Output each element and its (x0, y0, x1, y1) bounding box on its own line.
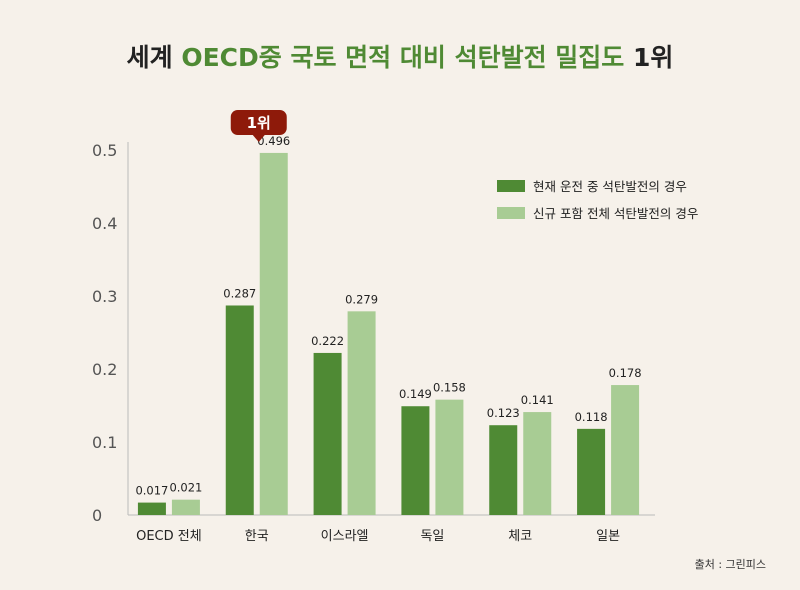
x-tick-label: 독일 (420, 529, 444, 544)
data-label: 0.158 (433, 381, 466, 395)
rank-badge-pointer (252, 135, 265, 142)
data-label: 0.021 (169, 481, 202, 495)
x-tick-label: 한국 (245, 529, 269, 544)
data-label: 0.279 (345, 292, 378, 306)
chart-title: 세계 OECD중 국토 면적 대비 석탄발전 밀집도 1위 (0, 38, 800, 74)
y-tick-label: 0.5 (92, 141, 117, 160)
bar (489, 425, 518, 515)
data-label: 0.017 (135, 484, 168, 498)
title-pre: 세계 (126, 43, 182, 72)
data-label: 0.123 (487, 406, 520, 420)
bar (347, 311, 376, 515)
y-tick-label: 0 (92, 506, 102, 525)
legend-swatch (497, 207, 525, 219)
y-tick-label: 0.1 (92, 433, 117, 452)
bar (171, 499, 200, 515)
bar (611, 385, 640, 515)
x-tick-label: 체코 (508, 529, 532, 544)
rank-badge-label: 1위 (247, 114, 271, 132)
bar (523, 412, 552, 515)
data-label: 0.222 (311, 334, 344, 348)
data-label: 0.118 (575, 410, 608, 424)
legend-swatch (497, 180, 525, 192)
x-tick-label: 일본 (596, 529, 620, 544)
legend-label: 현재 운전 중 석탄발전의 경우 (533, 179, 687, 194)
y-tick-label: 0.4 (92, 214, 117, 233)
data-label: 0.178 (609, 366, 642, 380)
x-tick-label: OECD 전체 (136, 529, 202, 544)
bar (137, 502, 166, 515)
title-accent: OECD중 국토 면적 대비 석탄발전 밀집도 (181, 43, 625, 72)
data-label: 0.141 (521, 393, 554, 407)
rank-badge (230, 110, 287, 135)
y-tick-label: 0.2 (92, 360, 117, 379)
bar (577, 428, 606, 515)
bar (225, 305, 254, 515)
x-tick-label: 이스라엘 (321, 529, 369, 544)
bar (259, 152, 288, 516)
title-post: 1위 (624, 43, 674, 72)
data-label: 0.287 (223, 286, 256, 300)
data-label: 0.496 (257, 134, 290, 148)
data-label: 0.149 (399, 387, 432, 401)
bar (313, 352, 342, 515)
legend-label: 신규 포함 전체 석탄발전의 경우 (533, 206, 698, 221)
bar (401, 406, 430, 515)
y-tick-label: 0.3 (92, 287, 117, 306)
source-note: 출처 : 그린피스 (694, 558, 766, 571)
bar (435, 399, 464, 515)
